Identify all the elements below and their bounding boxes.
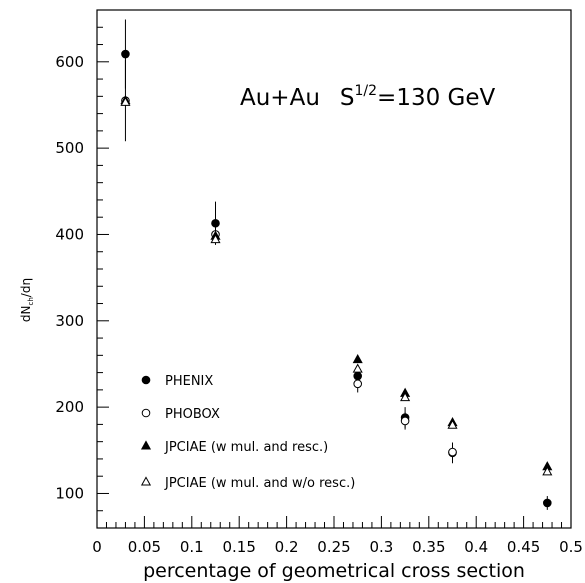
legend-label: JPCIAE (w mul. and resc.) <box>164 440 328 455</box>
y-tick-label: 300 <box>55 312 84 330</box>
x-tick-label: 0.15 <box>222 538 255 556</box>
jpciae-w-mul-and-w-o-resc-point <box>447 419 458 429</box>
phobox-point <box>353 379 363 389</box>
phobox-point <box>448 447 457 457</box>
x-axis-label: percentage of geometrical cross section <box>143 560 525 582</box>
x-axis: 0 0.05 0.1 0.15 0.2 0.25 0.3 0.35 0.4 0.45 0.5 <box>92 516 583 556</box>
x-tick-label: 0.1 <box>180 538 204 556</box>
jpciae-w-mul-and-w-o-resc-point <box>352 363 363 373</box>
jpciae-w-mul-and-resc-point <box>352 354 363 364</box>
y-tick-label: 600 <box>55 53 84 71</box>
jpciae-w-mul-and-w-o-resc-point <box>120 96 131 106</box>
legend: PHENIX PHOBOX JPCIAE (w mul. and resc.) JPC… <box>140 374 355 491</box>
y-tick-label: 200 <box>55 398 84 416</box>
phenix-point <box>121 49 130 59</box>
legend-marker <box>141 375 151 385</box>
x-tick-label: 0.4 <box>464 538 488 556</box>
y-axis: 100 200 300 400 500 600 <box>55 9 109 529</box>
y-tick-label: 500 <box>55 139 84 157</box>
x-tick-label: 0.3 <box>369 538 393 556</box>
legend-marker <box>141 408 151 418</box>
x-tick-label: 0 <box>92 538 102 556</box>
legend-label: JPCIAE (w mul. and w/o resc.) <box>164 476 355 491</box>
jpciae-w-mul-and-w-o-resc-point <box>542 466 553 476</box>
legend-marker <box>140 476 152 486</box>
y-tick-label: 100 <box>55 484 84 502</box>
legend-label: PHENIX <box>165 374 213 389</box>
x-tick-label: 0.2 <box>275 538 299 556</box>
x-tick-label: 0.35 <box>412 538 445 556</box>
x-tick-label: 0.25 <box>317 538 350 556</box>
x-tick-label: 0.5 <box>559 538 583 556</box>
y-tick-label: 400 <box>55 225 84 243</box>
data-series <box>120 19 553 510</box>
jpciae-w-mul-and-w-o-resc-point <box>210 234 221 244</box>
phobox-point <box>400 416 410 426</box>
x-tick-label: 0.45 <box>507 538 540 556</box>
x-tick-label: 0.05 <box>128 538 161 556</box>
jpciae-w-mul-and-w-o-resc-point <box>400 392 411 402</box>
legend-marker <box>140 440 152 450</box>
phenix-point <box>543 498 552 508</box>
y-axis-label: dNch/dη <box>19 278 35 322</box>
chart-annotation: Au+Au S1/2=130 GeV <box>240 83 496 111</box>
legend-label: PHOBOX <box>165 407 220 422</box>
